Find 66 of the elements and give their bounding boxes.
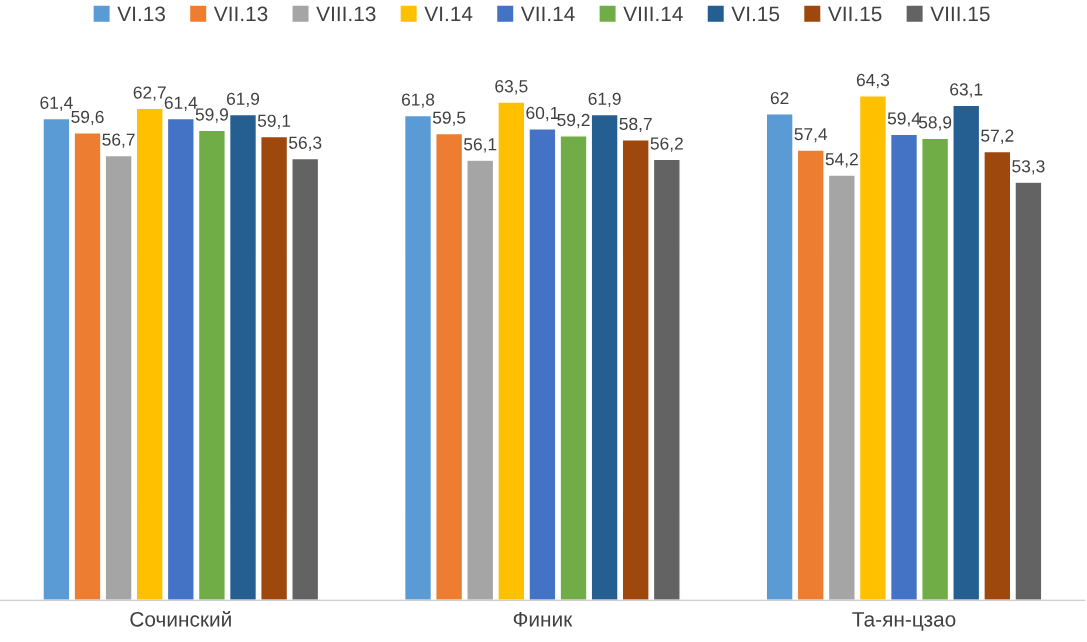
bar xyxy=(228,113,258,601)
data-label: 59,9 xyxy=(195,108,228,123)
bar xyxy=(197,129,226,601)
data-label: 56,7 xyxy=(102,133,135,148)
bar xyxy=(166,117,195,601)
legend-label: VII.14 xyxy=(520,6,575,22)
data-label: 62 xyxy=(770,91,789,105)
data-label: 56,2 xyxy=(650,137,683,152)
data-label: 58,9 xyxy=(918,116,952,131)
bar xyxy=(497,101,526,601)
x-tick-label: Та-ян-цзао xyxy=(852,612,956,631)
data-label: 61,9 xyxy=(226,92,260,108)
bar xyxy=(528,128,557,601)
data-label: 59,4 xyxy=(887,112,921,127)
data-label: 57,4 xyxy=(794,128,828,143)
bar xyxy=(559,135,588,601)
bar xyxy=(921,137,950,601)
legend-label: VII.13 xyxy=(213,6,268,22)
data-label: 61,4 xyxy=(40,96,73,111)
x-tick-label: Сочинский xyxy=(130,611,231,627)
x-tick-label: Финик xyxy=(513,612,573,627)
bar xyxy=(466,159,495,601)
data-label: 59,1 xyxy=(257,114,291,129)
data-label: 54,2 xyxy=(825,153,858,168)
bar xyxy=(858,95,887,601)
bar xyxy=(652,158,681,601)
data-label: 63,1 xyxy=(950,83,983,98)
bar xyxy=(435,132,464,601)
bar xyxy=(291,157,320,601)
legend-label: VIII.14 xyxy=(623,6,683,22)
bar xyxy=(403,114,433,601)
data-label: 61,8 xyxy=(402,93,435,108)
bar xyxy=(952,104,981,601)
legend-label: VI.14 xyxy=(424,6,473,22)
bar xyxy=(796,149,825,601)
data-label: 57,2 xyxy=(981,129,1014,144)
bar xyxy=(73,132,102,601)
legend-label: VIII.13 xyxy=(316,6,376,22)
data-label: 63,5 xyxy=(495,80,528,95)
data-label: 53,3 xyxy=(1012,160,1045,175)
data-label: 60,1 xyxy=(526,106,559,122)
bar xyxy=(135,107,164,601)
bar xyxy=(1014,181,1043,601)
data-label: 59,2 xyxy=(557,113,590,129)
bar xyxy=(590,113,619,601)
bar xyxy=(621,139,650,601)
data-label: 61,9 xyxy=(588,92,621,108)
data-label: 61,4 xyxy=(164,96,198,111)
legend-label: VI.13 xyxy=(117,6,165,22)
data-label: 58,7 xyxy=(619,117,652,133)
data-label: 64,3 xyxy=(856,73,890,89)
bar xyxy=(983,150,1012,601)
bar xyxy=(260,135,289,601)
legend-label: VIII.15 xyxy=(930,6,990,22)
data-label: 56,1 xyxy=(464,138,497,153)
data-label: 56,3 xyxy=(289,136,322,151)
data-label: 59,5 xyxy=(432,111,466,126)
bar xyxy=(42,117,71,601)
legend-label: VI.15 xyxy=(731,6,780,22)
bar xyxy=(104,154,133,601)
bar xyxy=(765,113,794,601)
data-label: 59,6 xyxy=(71,110,104,126)
bar xyxy=(889,133,919,601)
legend-label: VII.15 xyxy=(828,6,882,22)
data-label: 62,7 xyxy=(133,86,166,101)
bar xyxy=(827,174,856,601)
